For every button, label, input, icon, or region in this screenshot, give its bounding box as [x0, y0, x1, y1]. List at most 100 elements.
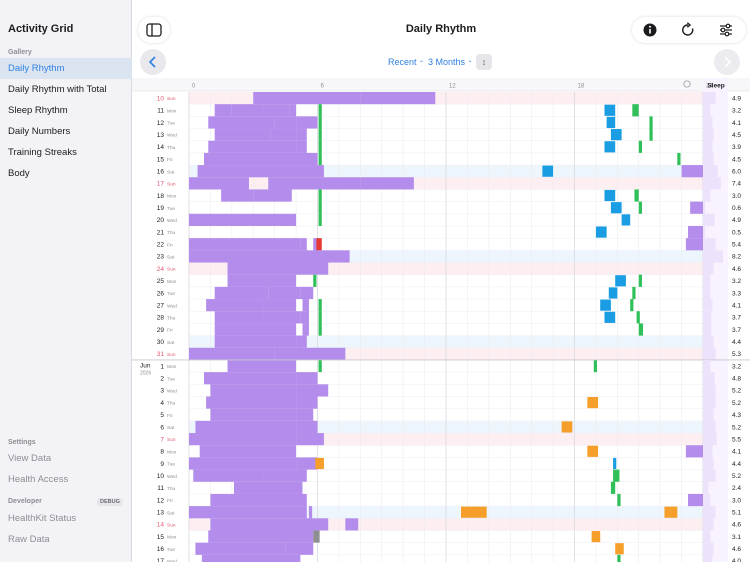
chevron-left-icon: [148, 56, 156, 68]
row-weekday-label: Sat: [167, 255, 175, 261]
row-weekday-label: Tue: [167, 121, 175, 127]
workout-segment: [587, 397, 599, 409]
run-segment: [542, 165, 554, 177]
row-weekday-label: Sun: [167, 522, 176, 528]
walk-segment: [677, 152, 681, 166]
sidebar-toggle-button[interactable]: [138, 17, 170, 43]
info-icon[interactable]: [640, 20, 660, 40]
row-day-label: 8: [160, 449, 164, 456]
row-day-label: 23: [157, 254, 165, 261]
sleep-segment: [206, 299, 264, 312]
walk-segment: [638, 140, 642, 153]
sleep-segment: [274, 116, 297, 129]
row-weekday-label: Fri: [167, 413, 173, 419]
sleep-total-value: 5.3: [732, 351, 741, 358]
row-weekday-label: Sun: [167, 181, 176, 187]
row-day-label: 14: [157, 522, 165, 529]
sleep-segment: [189, 506, 307, 519]
sidebar-item-training-streaks[interactable]: Training Streaks: [8, 147, 77, 158]
refresh-icon[interactable]: [678, 20, 698, 40]
sleep-total-bar: [703, 433, 717, 446]
sleep-segment: [296, 335, 307, 348]
sliders-icon[interactable]: [716, 20, 736, 40]
walk-segment: [638, 274, 642, 287]
sleep-segment: [227, 359, 297, 373]
page-title: Daily Rhythm: [405, 23, 477, 35]
row-weekday-label: Tue: [167, 462, 175, 468]
sleep-total-bar: [703, 92, 716, 105]
sidebar-item-raw-data[interactable]: Raw Data: [8, 534, 50, 545]
filter-menu[interactable]: Recent ⌃: [388, 57, 424, 67]
sleep-segment: [263, 104, 290, 117]
sidebar-item-view-data[interactable]: View Data: [8, 453, 52, 464]
sleep-total-value: 4.4: [732, 461, 741, 468]
sidebar-item-daily-numbers[interactable]: Daily Numbers: [8, 126, 71, 137]
sleep-segment: [227, 274, 297, 287]
sleep-total-bar: [703, 225, 706, 239]
sidebar-item-body[interactable]: Body: [8, 168, 30, 179]
row-day-label: 17: [157, 181, 165, 188]
sleep-segment: [296, 420, 318, 434]
sidebar-item-daily-rhythm-total[interactable]: Daily Rhythm with Total: [8, 84, 107, 95]
back-button[interactable]: [140, 49, 166, 75]
sleep-total-bar: [703, 250, 723, 263]
sidebar-item-healthkit-status[interactable]: HealthKit Status: [8, 513, 77, 524]
walk-segment: [632, 104, 639, 117]
sleep-segment: [681, 165, 703, 178]
sleep-segment: [360, 92, 436, 105]
sleep-segment: [274, 347, 346, 360]
range-label: 3 Months: [428, 57, 466, 67]
sleep-total-bar: [703, 311, 712, 324]
sleep-total-value: 4.5: [732, 156, 741, 163]
sleep-total-value: 5.5: [732, 436, 741, 443]
row-day-label: 20: [157, 217, 165, 224]
sleep-segment: [300, 311, 309, 324]
row-weekday-label: Wed: [167, 218, 177, 224]
row-day-label: 12: [157, 120, 165, 127]
run-segment: [604, 189, 616, 202]
sleep-total-value: 3.7: [732, 315, 741, 322]
row-weekday-label: Thu: [167, 315, 176, 321]
sidebar-item-sleep-rhythm[interactable]: Sleep Rhythm: [8, 105, 68, 116]
run-segment: [604, 141, 616, 153]
compact-toggle-button[interactable]: ↕: [476, 54, 492, 70]
sleep-total-value: 4.9: [732, 217, 741, 224]
forward-button[interactable]: [714, 49, 740, 75]
row-weekday-label: Tue: [167, 291, 175, 297]
sleep-total-bar: [703, 530, 711, 543]
sidebar-icon: [146, 23, 162, 37]
sleep-segment: [296, 140, 307, 153]
workout-segment: [587, 445, 599, 457]
sidebar-item-daily-rhythm[interactable]: Daily Rhythm: [0, 58, 132, 79]
walk-segment: [617, 493, 621, 507]
row-day-label: 9: [160, 461, 164, 468]
chevron-right-icon: [724, 56, 732, 68]
row-day-label: 16: [157, 546, 165, 553]
sleep-total-bar: [703, 384, 716, 397]
walk-segment: [636, 311, 640, 324]
walk-segment: [318, 152, 322, 166]
row-day-label: 17: [157, 558, 165, 562]
run-segment: [621, 214, 631, 226]
sleep-segment: [197, 165, 324, 178]
sleep-total-bar: [703, 359, 711, 373]
sleep-segment: [231, 104, 264, 117]
sleep-total-value: 4.6: [732, 546, 741, 553]
sidebar-item-health-access[interactable]: Health Access: [8, 474, 69, 485]
row-day-label: 14: [157, 144, 165, 151]
sleep-segment: [289, 104, 297, 117]
range-menu[interactable]: 3 Months ⌃: [428, 57, 473, 67]
hour-tick-label: 18: [578, 84, 585, 90]
row-day-label: 15: [157, 534, 165, 541]
gallery-header: Gallery: [8, 49, 32, 56]
row-day-label: 21: [157, 229, 165, 236]
walk-segment: [617, 554, 621, 562]
run-segment: [604, 104, 616, 116]
row-day-label: 29: [157, 327, 165, 334]
sleep-total-value: 6.0: [732, 168, 741, 175]
walk-segment: [634, 189, 639, 202]
sleep-segment: [208, 116, 275, 129]
row-weekday-label: Thu: [167, 486, 176, 492]
run-segment: [610, 202, 622, 214]
sleep-total-bar: [703, 128, 714, 141]
